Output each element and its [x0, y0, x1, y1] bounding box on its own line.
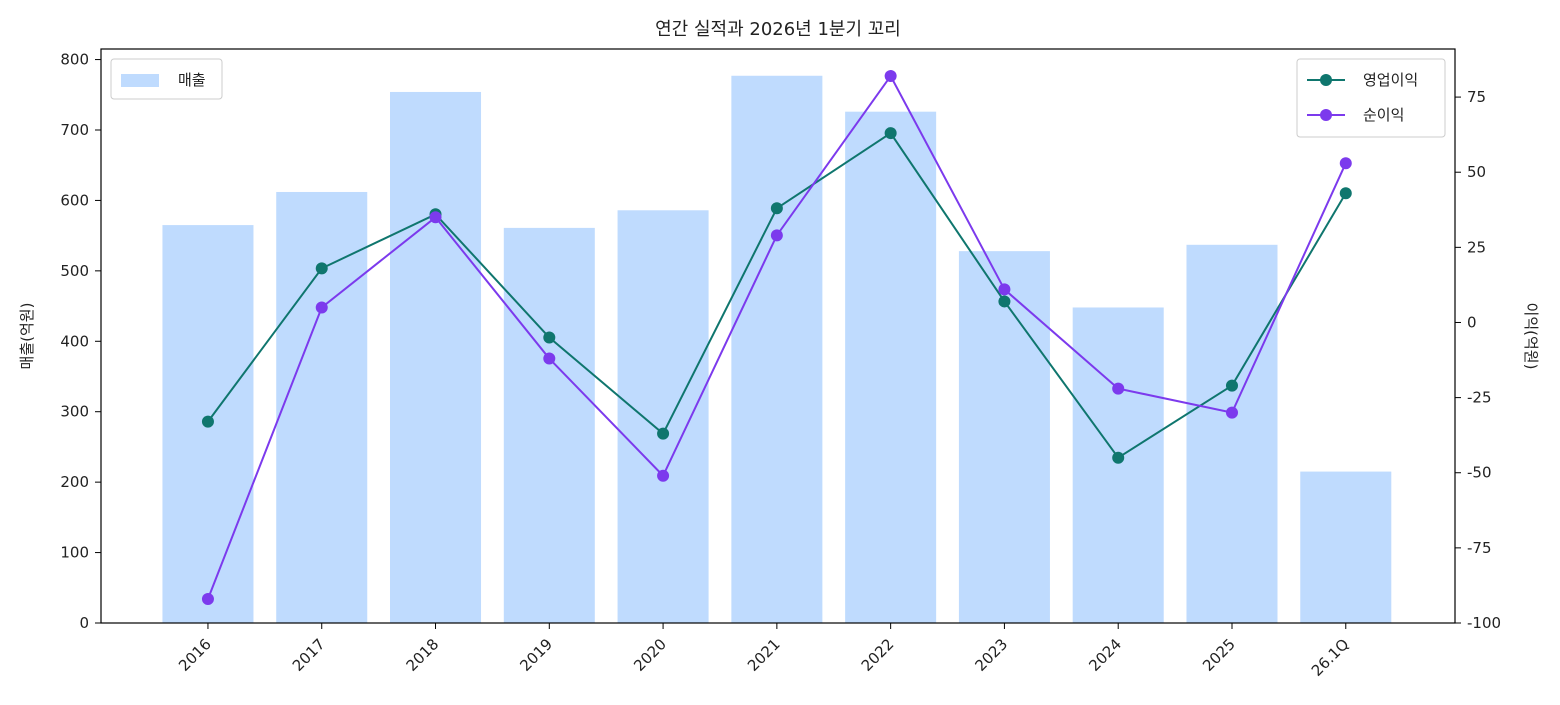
- x-tick-label-2024: 2024: [1085, 635, 1125, 675]
- series-1-point-2021: [770, 202, 783, 215]
- legend-marker-1: [1320, 74, 1332, 86]
- x-tick-label-2019: 2019: [516, 635, 556, 675]
- bar-2024: [1072, 307, 1164, 623]
- legend-label-revenue: 매출: [178, 71, 206, 89]
- legend-marker-2: [1320, 109, 1332, 121]
- bar-2025: [1186, 244, 1278, 623]
- series-1-point-2017: [315, 262, 328, 275]
- left-tick-label-700: 700: [60, 121, 89, 139]
- left-y-axis: 0 100 200 300 400 500 600 700 800: [60, 51, 101, 632]
- series-1-point-2016: [201, 415, 214, 428]
- x-tick-label-2016: 2016: [175, 635, 215, 675]
- series-1-point-2024: [1112, 451, 1125, 464]
- legend-box: [110, 58, 223, 100]
- bar-26.1Q: [1300, 471, 1392, 623]
- series-2-point-26.1Q: [1339, 157, 1352, 170]
- series-2-point-2022: [884, 70, 897, 83]
- lines-layer: [201, 70, 1352, 605]
- plot-frame: [100, 48, 1456, 624]
- series-1-point-26.1Q: [1339, 187, 1352, 200]
- left-tick-label-500: 500: [60, 262, 89, 280]
- right-tick-label-75: 75: [1467, 88, 1486, 106]
- series-2-point-2016: [201, 592, 214, 605]
- series-1-point-2025: [1225, 379, 1238, 392]
- left-tick-label-100: 100: [60, 544, 89, 562]
- series-1-point-2019: [543, 331, 556, 344]
- legend-label-1: 영업이익: [1363, 71, 1418, 89]
- legend-box: [1296, 58, 1446, 138]
- series-2-point-2018: [429, 211, 442, 224]
- bars-layer: [162, 75, 1392, 624]
- series-1-point-2020: [657, 427, 670, 440]
- bar-2022: [845, 111, 937, 624]
- right-y-axis-label: 이익(억원): [1522, 303, 1540, 370]
- left-tick-label-800: 800: [60, 51, 89, 69]
- right-tick-label--100: -100: [1467, 614, 1501, 632]
- bar-2021: [731, 75, 823, 624]
- x-tick-label-2025: 2025: [1199, 635, 1239, 675]
- chart-title: 연간 실적과 2026년 1분기 꼬리: [655, 19, 901, 40]
- left-tick-label-300: 300: [60, 403, 89, 421]
- legend-label-2: 순이익: [1363, 106, 1404, 124]
- left-tick-label-400: 400: [60, 332, 89, 350]
- x-axis: 2016 2017 2018 2019 2020 2021 2022 2023 2024 2025…: [175, 623, 1353, 680]
- x-tick-label-26.1Q: 26.1Q: [1308, 635, 1353, 680]
- x-tick-label-2023: 2023: [972, 635, 1012, 675]
- series-2-point-2021: [770, 229, 783, 242]
- x-tick-label-2018: 2018: [403, 635, 443, 675]
- right-tick-label-25: 25: [1467, 238, 1486, 256]
- series-1-point-2022: [884, 127, 897, 140]
- series-1-point-2023: [998, 295, 1011, 308]
- bar-2018: [390, 91, 482, 623]
- series-2-point-2023: [998, 283, 1011, 296]
- bar-2017: [276, 191, 368, 623]
- x-tick-label-2017: 2017: [289, 635, 329, 675]
- right-tick-label--25: -25: [1467, 389, 1492, 407]
- series-2-point-2020: [657, 469, 670, 482]
- legend-swatch-revenue: [121, 74, 159, 87]
- legend-revenue: 매출: [110, 58, 223, 100]
- series-2-point-2017: [315, 301, 328, 314]
- series-2-point-2025: [1225, 406, 1238, 419]
- series-2-point-2024: [1112, 382, 1125, 395]
- bar-2023: [958, 251, 1050, 624]
- x-tick-label-2022: 2022: [858, 635, 898, 675]
- x-tick-label-2020: 2020: [630, 635, 670, 675]
- left-tick-label-0: 0: [79, 614, 89, 632]
- left-y-axis-label: 매출(억원): [18, 303, 36, 370]
- left-tick-label-600: 600: [60, 191, 89, 209]
- right-y-axis: -100 -75 -50 -25 0 25 50 75: [1455, 88, 1501, 632]
- right-tick-label--75: -75: [1467, 539, 1492, 557]
- left-tick-label-200: 200: [60, 473, 89, 491]
- bar-2019: [503, 227, 595, 623]
- x-tick-label-2021: 2021: [744, 635, 784, 675]
- right-tick-label-50: 50: [1467, 163, 1486, 181]
- series-2-point-2019: [543, 352, 556, 365]
- right-tick-label--50: -50: [1467, 464, 1492, 482]
- right-tick-label-0: 0: [1467, 313, 1477, 331]
- bar-2020: [617, 210, 709, 623]
